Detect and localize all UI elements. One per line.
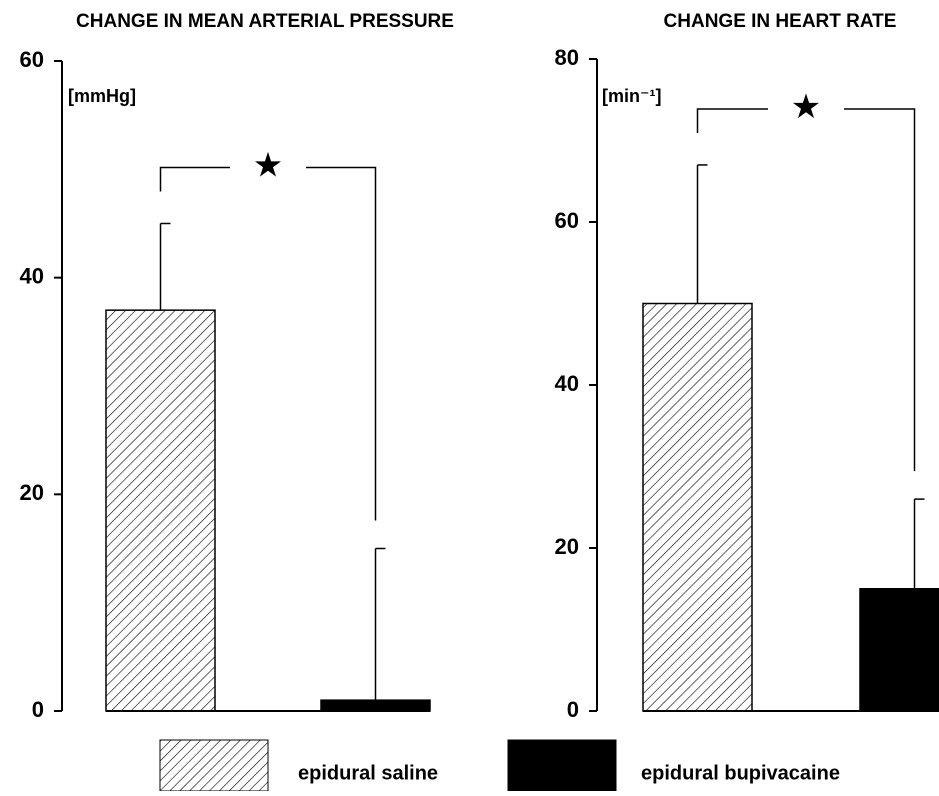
y-tick-label: 80 (555, 45, 579, 70)
y-tick-label: 0 (32, 697, 44, 722)
legend-label: epidural saline (298, 762, 438, 784)
star-gap (230, 162, 306, 173)
y-tick-label: 60 (555, 208, 579, 233)
y-tick-label: 60 (20, 47, 44, 72)
y-tick-label: 0 (567, 697, 579, 722)
annotation: ★ (791, 88, 821, 126)
y-tick-label: 40 (20, 263, 44, 288)
legend-swatch (507, 739, 617, 792)
chart-title: CHANGE IN HEART RATE (664, 11, 897, 32)
y-axis-label: [min⁻¹] (602, 86, 661, 106)
chart-title: CHANGE IN MEAN ARTERIAL PRESSURE (76, 11, 454, 32)
bar (105, 309, 216, 712)
bar (859, 588, 939, 712)
annotation: ★ (253, 146, 283, 184)
y-tick-label: 20 (20, 480, 44, 505)
star-gap (768, 103, 844, 114)
bar (642, 302, 753, 712)
legend-label: epidural bupivacaine (641, 762, 840, 784)
legend-swatch (159, 739, 269, 792)
y-tick-label: 40 (555, 371, 579, 396)
y-axis-label: [mmHg] (68, 86, 136, 106)
y-tick-label: 20 (555, 534, 579, 559)
bar (320, 699, 431, 712)
